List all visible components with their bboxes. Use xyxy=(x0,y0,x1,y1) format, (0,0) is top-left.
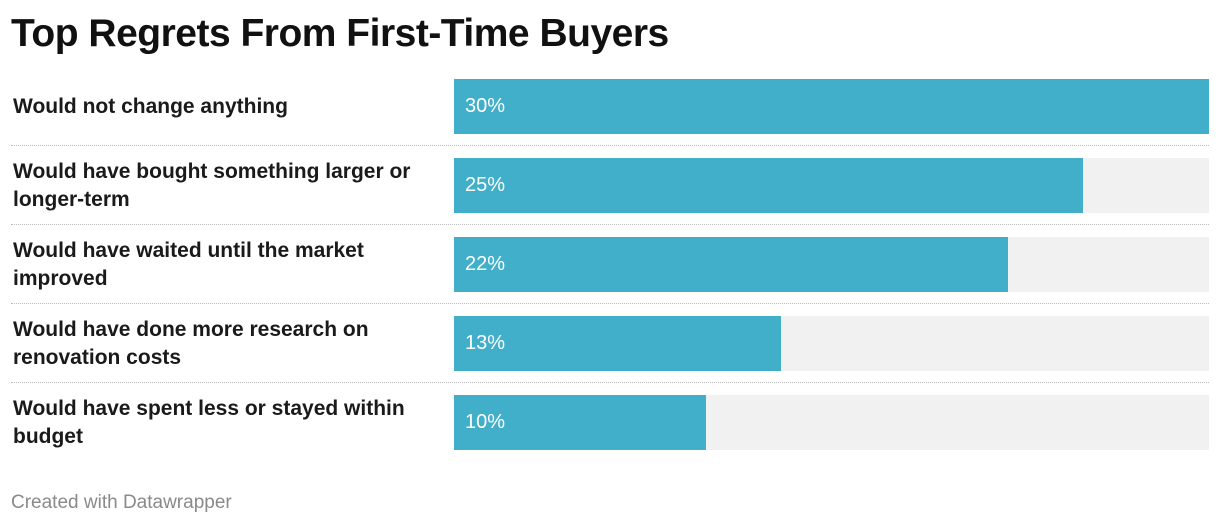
bar-track: 22% xyxy=(454,237,1209,292)
bar xyxy=(454,395,706,450)
category-label: Would have bought something larger or lo… xyxy=(13,159,411,211)
row-divider xyxy=(11,145,1209,146)
bar-track: 13% xyxy=(454,316,1209,371)
bar-row: Would have done more research on renovat… xyxy=(11,316,1209,371)
bar-track: 30% xyxy=(454,79,1209,134)
bar-value-label: 13% xyxy=(465,332,506,354)
bar-row: Would have bought something larger or lo… xyxy=(11,158,1209,213)
bar-value-label: 22% xyxy=(465,253,506,275)
category-label: Would have waited until the market impro… xyxy=(13,238,364,290)
bar-row: Would have spent less or stayed within b… xyxy=(11,395,1209,450)
row-divider xyxy=(11,382,1209,383)
row-divider xyxy=(11,224,1209,225)
category-label: Would not change anything xyxy=(13,94,288,118)
bar xyxy=(454,316,781,371)
bar xyxy=(454,158,1083,213)
bar-row: Would not change anything 30% xyxy=(11,79,1209,134)
category-label: Would have spent less or stayed within b… xyxy=(13,396,405,448)
bar xyxy=(454,237,1008,292)
bar-value-label: 30% xyxy=(465,95,506,117)
bar xyxy=(454,79,1209,134)
category-label: Would have done more research on renovat… xyxy=(13,317,369,369)
bar-value-label: 10% xyxy=(465,411,506,433)
credit-footer: Created with Datawrapper xyxy=(11,492,232,513)
chart-title: Top Regrets From First-Time Buyers xyxy=(11,12,669,55)
bar-track: 25% xyxy=(454,158,1209,213)
bar-row: Would have waited until the market impro… xyxy=(11,237,1209,292)
bar-track: 10% xyxy=(454,395,1209,450)
row-divider xyxy=(11,303,1209,304)
bar-value-label: 25% xyxy=(465,174,506,196)
